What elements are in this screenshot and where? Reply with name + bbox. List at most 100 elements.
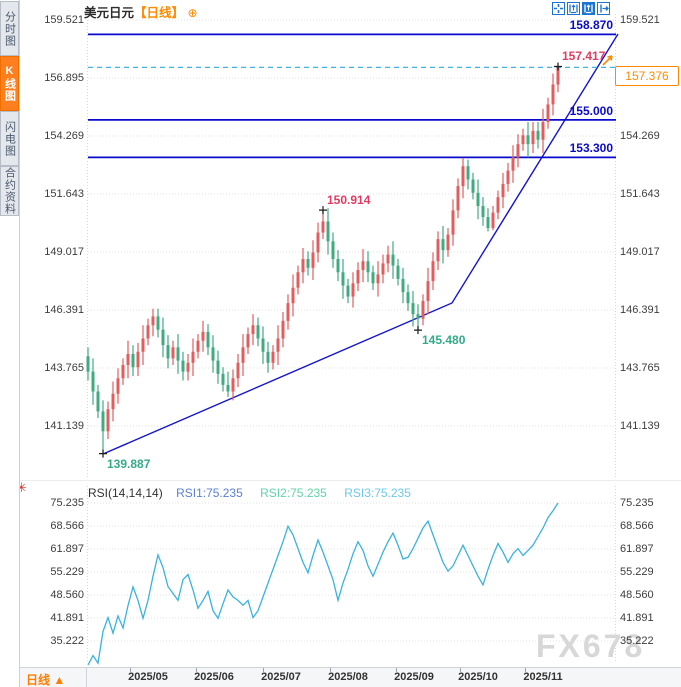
extreme-price-label: 157.417 — [562, 49, 606, 64]
trendline[interactable] — [102, 33, 619, 455]
panel-divider — [20, 480, 681, 481]
period-selector[interactable]: 日线 ▲ — [26, 673, 66, 687]
candle-body — [256, 325, 260, 339]
candle-body — [361, 261, 365, 271]
price-axis-label-right: 149.017 — [620, 246, 660, 258]
candle-body — [101, 411, 105, 432]
tab-contract-info[interactable]: 合约资料 — [0, 166, 19, 216]
price-axis-label-right: 141.139 — [620, 420, 660, 432]
candle-body — [446, 234, 450, 251]
tab-time-share-chart[interactable]: 分时图 — [0, 1, 19, 56]
candle-body — [221, 373, 225, 385]
compress-bars-icon[interactable] — [567, 2, 580, 15]
rsi3-value: RSI3:75.235 — [344, 486, 411, 500]
candle-body — [231, 378, 235, 392]
chart-title: 美元日元【日线】 ⊕ — [84, 2, 198, 20]
candle-body — [531, 130, 535, 145]
candle-body — [241, 347, 245, 363]
candle-body — [276, 338, 280, 352]
rsi-title: RSI(14,14,14) — [88, 486, 163, 500]
candle-body — [106, 409, 110, 432]
candle-body — [431, 261, 435, 282]
level-price-label: 158.870 — [569, 18, 613, 33]
extreme-price-label: 145.480 — [422, 333, 466, 348]
candle-body — [301, 259, 305, 273]
crosshair-icon[interactable] — [552, 2, 565, 15]
current-price-badge: 157.376 — [615, 66, 679, 86]
candle-body — [501, 183, 505, 198]
candle-body — [156, 316, 160, 330]
month-tick — [196, 668, 197, 672]
candle-body — [96, 391, 100, 412]
tab-lightning-chart[interactable]: 闪电图 — [0, 111, 19, 166]
candle-body — [186, 362, 190, 372]
rsi-axis-label-right: 55.229 — [620, 566, 654, 578]
candle-body — [211, 347, 215, 361]
candle-body — [236, 362, 240, 379]
month-tick — [330, 668, 331, 672]
price-axis-label-left: 143.765 — [44, 362, 84, 374]
price-axis-label-right: 146.391 — [620, 304, 660, 316]
candle-body — [316, 232, 320, 253]
candle-body — [486, 217, 490, 229]
fx678-watermark: FX678 — [536, 628, 646, 664]
candle-body — [311, 252, 315, 268]
extreme-cross-marker — [414, 326, 422, 335]
rsi-axis-label-right: 75.235 — [620, 497, 654, 509]
rsi-axis-label-right: 68.566 — [620, 520, 654, 532]
expand-bars-icon[interactable] — [582, 2, 595, 15]
candle-body — [456, 186, 460, 211]
month-tick — [263, 668, 264, 672]
candle-body — [226, 384, 230, 392]
settings-circle-plus-icon[interactable]: ⊕ — [187, 6, 198, 20]
symbol-name: 美元日元 — [84, 6, 135, 20]
month-label: 2025/06 — [194, 671, 234, 683]
candle-body — [281, 320, 285, 339]
candle-body — [141, 338, 145, 352]
rsi-axis-label-left: 35.222 — [50, 635, 84, 647]
candle-body — [271, 351, 275, 363]
level-price-label: 155.000 — [569, 103, 613, 118]
tab-candlestick-chart[interactable]: K线图 — [0, 56, 19, 111]
candle-body — [126, 353, 130, 366]
candle-body — [391, 254, 395, 266]
candle-body — [356, 270, 360, 284]
rsi-axis-label-left: 68.566 — [50, 520, 84, 532]
month-label: 2025/07 — [261, 671, 301, 683]
month-label: 2025/10 — [458, 671, 498, 683]
pan-exit-icon[interactable] — [597, 2, 610, 15]
rsi-axis-label-left: 61.897 — [50, 543, 84, 555]
extreme-cross-marker — [99, 449, 107, 458]
rsi2-value: RSI2:75.235 — [260, 486, 327, 500]
candle-body — [206, 331, 210, 348]
candle-body — [136, 351, 140, 368]
price-direction-arrow-icon — [602, 55, 613, 66]
chart-type-rail: 分时图 K线图 闪电图 合约资料 — [0, 0, 20, 687]
candle-body — [421, 300, 425, 319]
month-tick — [130, 668, 131, 672]
candle-body — [121, 365, 125, 379]
price-axis-label-left: 154.269 — [44, 130, 84, 142]
candle-body — [351, 283, 355, 297]
indicator-sun-icon[interactable]: ✳ — [16, 480, 27, 495]
rsi1-value: RSI1:75.235 — [176, 486, 243, 500]
rsi-axis-label-right: 61.897 — [620, 543, 654, 555]
candle-body — [541, 122, 545, 140]
rsi-axis-label-right: 48.560 — [620, 589, 654, 601]
price-axis-label-left: 159.521 — [44, 14, 84, 26]
candle-body — [476, 192, 480, 206]
candle-body — [461, 166, 465, 187]
candle-body — [436, 239, 440, 262]
price-axis-label-right: 143.765 — [620, 362, 660, 374]
candle-body — [396, 265, 400, 279]
month-tick — [396, 668, 397, 672]
candle-body — [291, 287, 295, 304]
candle-body — [151, 316, 155, 326]
candle-body — [401, 278, 405, 293]
candle-body — [381, 263, 385, 275]
candle-body — [216, 360, 220, 374]
month-tick — [525, 668, 526, 672]
candle-body — [341, 272, 345, 286]
